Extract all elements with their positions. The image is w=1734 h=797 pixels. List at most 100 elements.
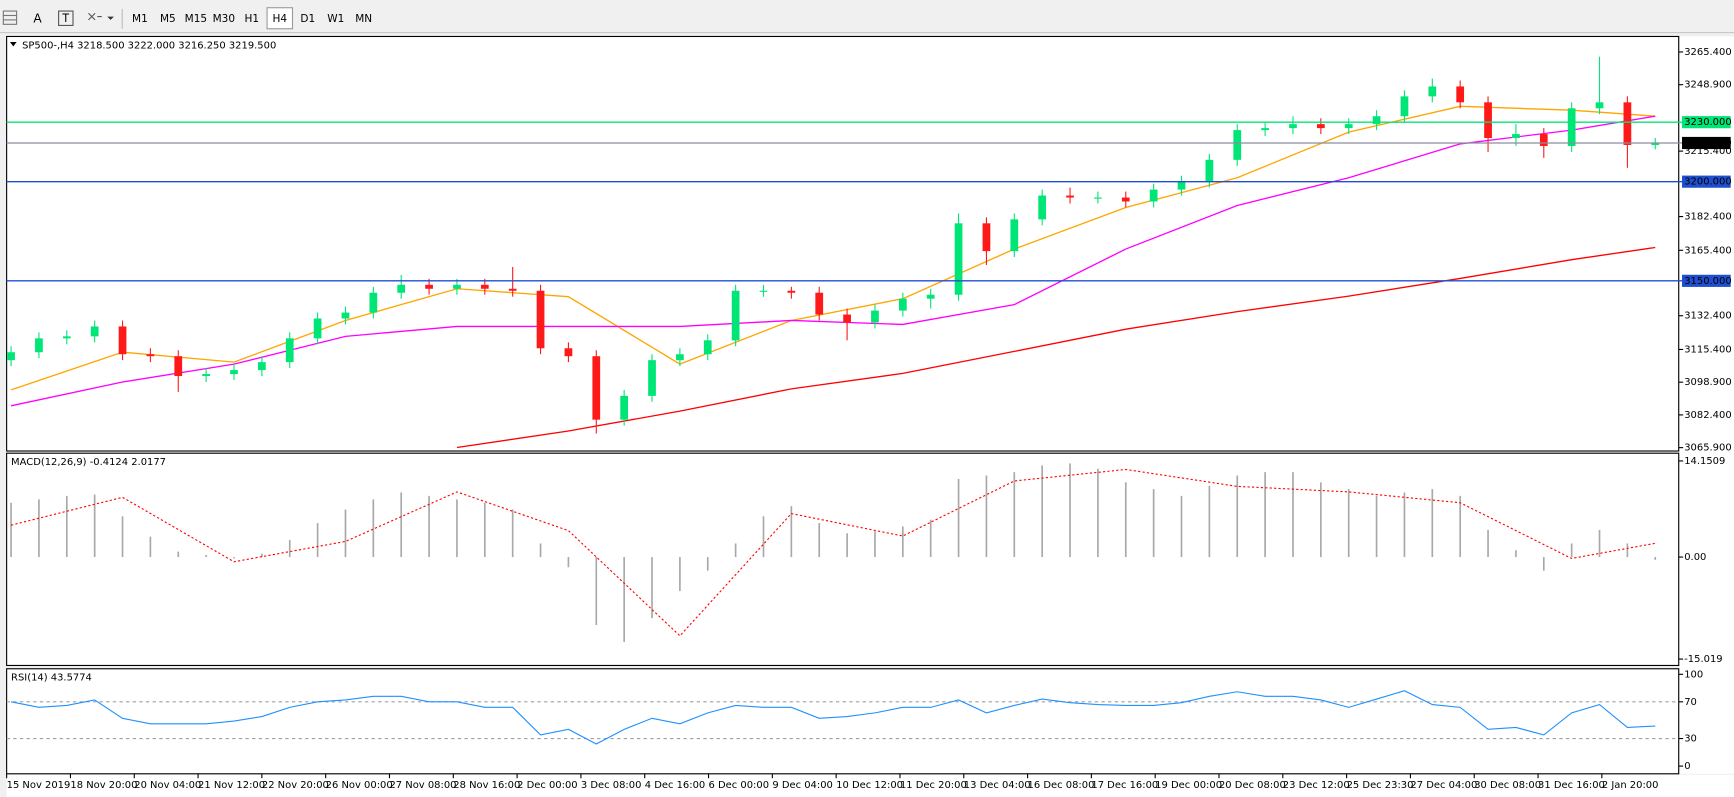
- y-tick-label: 100: [1684, 669, 1703, 680]
- candle-body: [1456, 86, 1465, 103]
- y-tick-label: 30: [1684, 734, 1697, 745]
- x-tick-label: 15 Nov 2019: [7, 780, 71, 791]
- candle-body: [1567, 108, 1576, 146]
- y-tick-label: 3065.900: [1684, 443, 1731, 454]
- timeframe-button[interactable]: M1: [132, 13, 148, 25]
- candle-body: [369, 292, 378, 313]
- x-tick-label: 23 Dec 12:00: [1283, 780, 1350, 791]
- y-tick-label: 3182.400: [1684, 212, 1731, 223]
- y-tick-label: 14.1509: [1684, 456, 1725, 467]
- shapes-tool[interactable]: [88, 12, 102, 21]
- candle-body: [1539, 134, 1548, 146]
- candle-body: [257, 362, 266, 371]
- candle-body: [871, 310, 879, 323]
- panel-menu-arrow[interactable]: [9, 42, 17, 47]
- price-level-tag: [1682, 175, 1731, 188]
- candle-body: [118, 326, 127, 355]
- candle-body: [620, 395, 629, 420]
- candle-body: [1038, 195, 1047, 220]
- x-tick-label: 20 Dec 08:00: [1219, 780, 1286, 791]
- candle-body: [1094, 197, 1102, 199]
- label-tool-box: [58, 10, 74, 26]
- y-tick-label: 0.00: [1684, 552, 1706, 563]
- candle-body: [1233, 130, 1242, 160]
- candle-body: [1400, 96, 1409, 117]
- timeframe-button[interactable]: MN: [355, 13, 372, 25]
- label-tool[interactable]: T: [61, 12, 69, 25]
- timeframe-button[interactable]: M15: [185, 13, 207, 25]
- candle-body: [7, 352, 15, 361]
- time-axis: [6, 774, 1734, 797]
- candle-body: [731, 290, 740, 341]
- panel-layer: [6, 690, 1679, 745]
- candle-body: [453, 284, 461, 289]
- candle-body: [898, 298, 907, 311]
- y-tick-label: 0: [1684, 761, 1690, 772]
- candle-body: [1428, 86, 1437, 97]
- y-tick-label: 3115.400: [1684, 344, 1731, 355]
- timeframe-active: [266, 7, 294, 30]
- y-tick-label: 3082.400: [1684, 410, 1731, 421]
- candle-body: [1289, 124, 1297, 129]
- x-tick-label: 17 Dec 16:00: [1091, 780, 1158, 791]
- x-tick-label: 9 Dec 04:00: [772, 780, 833, 791]
- indicator-title: MACD(12,26,9) -0.4124 2.0177: [11, 457, 166, 468]
- candle-body: [62, 336, 71, 339]
- candle-body: [1512, 134, 1520, 139]
- indicator-title: SP500-,H4 3218.500 3222.000 3216.250 321…: [22, 40, 276, 51]
- candle-body: [648, 360, 656, 396]
- candle-body: [787, 290, 796, 293]
- candle-body: [480, 284, 489, 289]
- candle-body: [536, 290, 545, 349]
- x-tick-label: 4 Dec 16:00: [645, 780, 706, 791]
- candle-body: [564, 348, 573, 357]
- x-tick-label: 25 Dec 23:30: [1347, 780, 1414, 791]
- candle-body: [1066, 195, 1074, 198]
- indicator-title: RSI(14) 43.5774: [11, 673, 92, 684]
- candle-body: [90, 326, 99, 337]
- candle-body: [759, 290, 768, 292]
- candle-body: [954, 223, 963, 295]
- price-level-label: 3200.000: [1684, 177, 1731, 188]
- candle-body: [592, 356, 601, 420]
- candle-body: [202, 374, 211, 377]
- candle-body: [1344, 124, 1353, 129]
- timeframe-button[interactable]: H1: [245, 13, 260, 25]
- timeframe-button[interactable]: D1: [300, 13, 315, 25]
- x-tick-label: 10 Dec 12:00: [836, 780, 903, 791]
- tool-icon[interactable]: [2, 10, 18, 25]
- candle-body: [425, 284, 433, 289]
- y-tick-label: 70: [1684, 697, 1697, 708]
- candle-body: [926, 294, 935, 299]
- x-tick-label: 20 Nov 04:00: [134, 780, 201, 791]
- x-tick-label: 21 Nov 12:00: [198, 780, 265, 791]
- x-tick-label: 22 Nov 20:00: [262, 780, 329, 791]
- candle-body: [397, 284, 406, 293]
- candle-body: [1623, 102, 1632, 145]
- dropdown-arrow[interactable]: [107, 16, 114, 20]
- price-level-label: 3150.000: [1684, 276, 1731, 287]
- price-level-tag: [1682, 274, 1731, 287]
- candle-body: [703, 340, 712, 355]
- timeframe-button[interactable]: M5: [160, 13, 176, 25]
- x-tick-label: 2 Jan 20:00: [1602, 780, 1659, 791]
- x-tick-label: 27 Nov 08:00: [389, 780, 456, 791]
- timeframe-button[interactable]: W1: [327, 13, 344, 25]
- text-tool[interactable]: A: [33, 11, 42, 25]
- y-tick-label: 3132.400: [1684, 311, 1731, 322]
- timeframe-button[interactable]: M30: [213, 13, 235, 25]
- y-tick-label: -15.019: [1684, 654, 1722, 665]
- candle-body: [230, 370, 238, 375]
- x-tick-label: 11 Dec 20:00: [900, 780, 967, 791]
- candle-body: [1484, 102, 1492, 139]
- candle-body: [174, 356, 183, 377]
- panel-layer: [10, 463, 1657, 642]
- x-tick-label: 27 Dec 04:00: [1410, 780, 1477, 791]
- timeframe-button[interactable]: H4: [272, 13, 287, 25]
- candle-body: [1149, 189, 1158, 202]
- x-tick-label: 6 Dec 00:00: [709, 780, 770, 791]
- candle-body: [676, 354, 684, 361]
- rsi-panel: [6, 668, 1680, 775]
- x-tick-label: 3 Dec 08:00: [581, 780, 642, 791]
- candle-body: [35, 338, 43, 353]
